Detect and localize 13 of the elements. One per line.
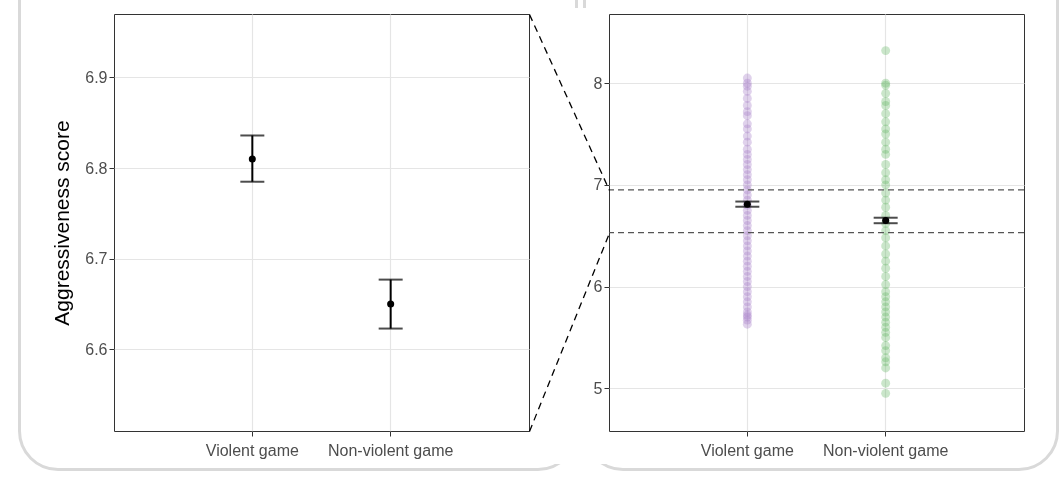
y-tick-label: 8 [593,74,603,92]
y-tick-label: 6 [593,278,603,296]
x-tick-label: Violent game [700,441,794,459]
y-tick-label: 6.8 [85,159,108,177]
x-tick-label: Violent game [205,441,299,459]
y-tick-label: 5 [593,379,603,397]
x-tick-label: Non-violent game [822,441,949,459]
y-tick-label: 6.9 [85,68,108,86]
y-tick-label: 7 [593,176,603,194]
x-tick-label: Non-violent game [327,441,454,459]
y-axis-title: Aggressiveness score [50,120,74,326]
y-tick-label: 6.6 [85,340,108,358]
y-tick-label: 6.7 [85,250,108,268]
